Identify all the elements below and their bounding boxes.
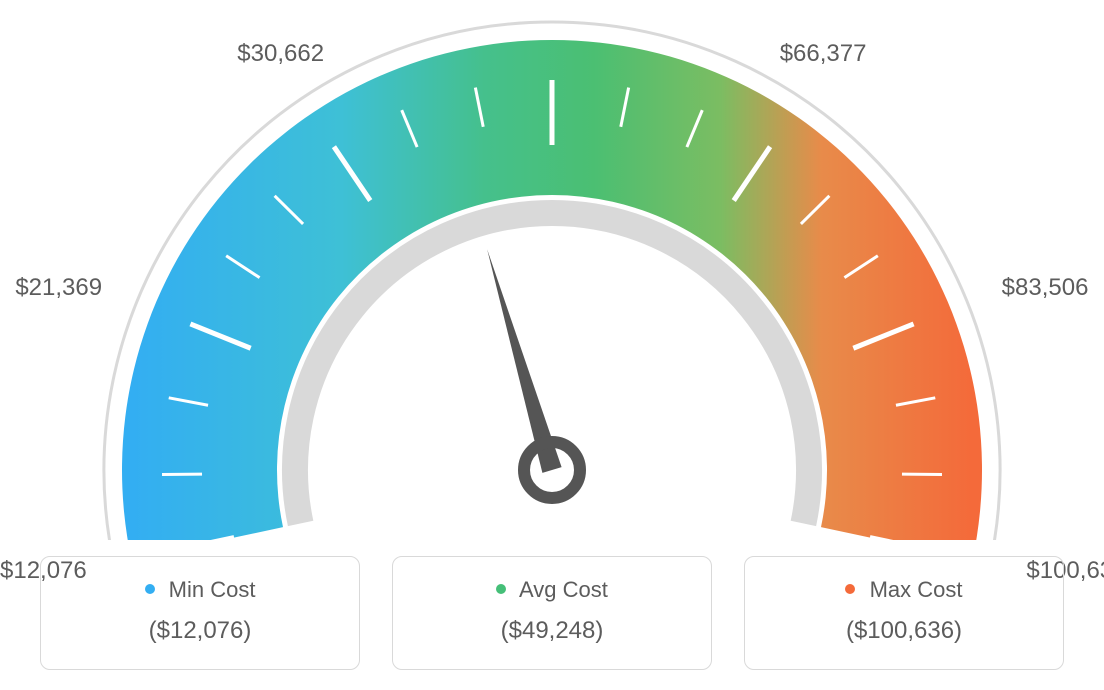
summary-value-min: ($12,076): [51, 617, 349, 645]
summary-value-avg: ($49,248): [403, 617, 701, 645]
gauge-tick-label: $66,377: [780, 40, 867, 68]
summary-card-min: Min Cost ($12,076): [40, 556, 360, 670]
summary-card-max: Max Cost ($100,636): [744, 556, 1064, 670]
summary-label-min: Min Cost: [169, 577, 256, 602]
summary-card-avg: Avg Cost ($49,248): [392, 556, 712, 670]
dot-max: [845, 584, 855, 594]
gauge-tick-label: $30,662: [237, 40, 324, 68]
gauge-tick-label: $83,506: [1002, 274, 1089, 302]
summary-title-min: Min Cost: [51, 577, 349, 603]
summary-label-max: Max Cost: [870, 577, 963, 602]
summary-label-avg: Avg Cost: [519, 577, 608, 602]
summary-title-avg: Avg Cost: [403, 577, 701, 603]
dot-avg: [496, 584, 506, 594]
summary-row: Min Cost ($12,076) Avg Cost ($49,248) Ma…: [40, 556, 1064, 670]
dot-min: [145, 584, 155, 594]
gauge-chart: $12,076$21,369$30,662$49,248$66,377$83,5…: [0, 0, 1104, 540]
gauge-svg: [0, 0, 1104, 540]
gauge-tick-label: $21,369: [15, 274, 102, 302]
summary-title-max: Max Cost: [755, 577, 1053, 603]
summary-value-max: ($100,636): [755, 617, 1053, 645]
